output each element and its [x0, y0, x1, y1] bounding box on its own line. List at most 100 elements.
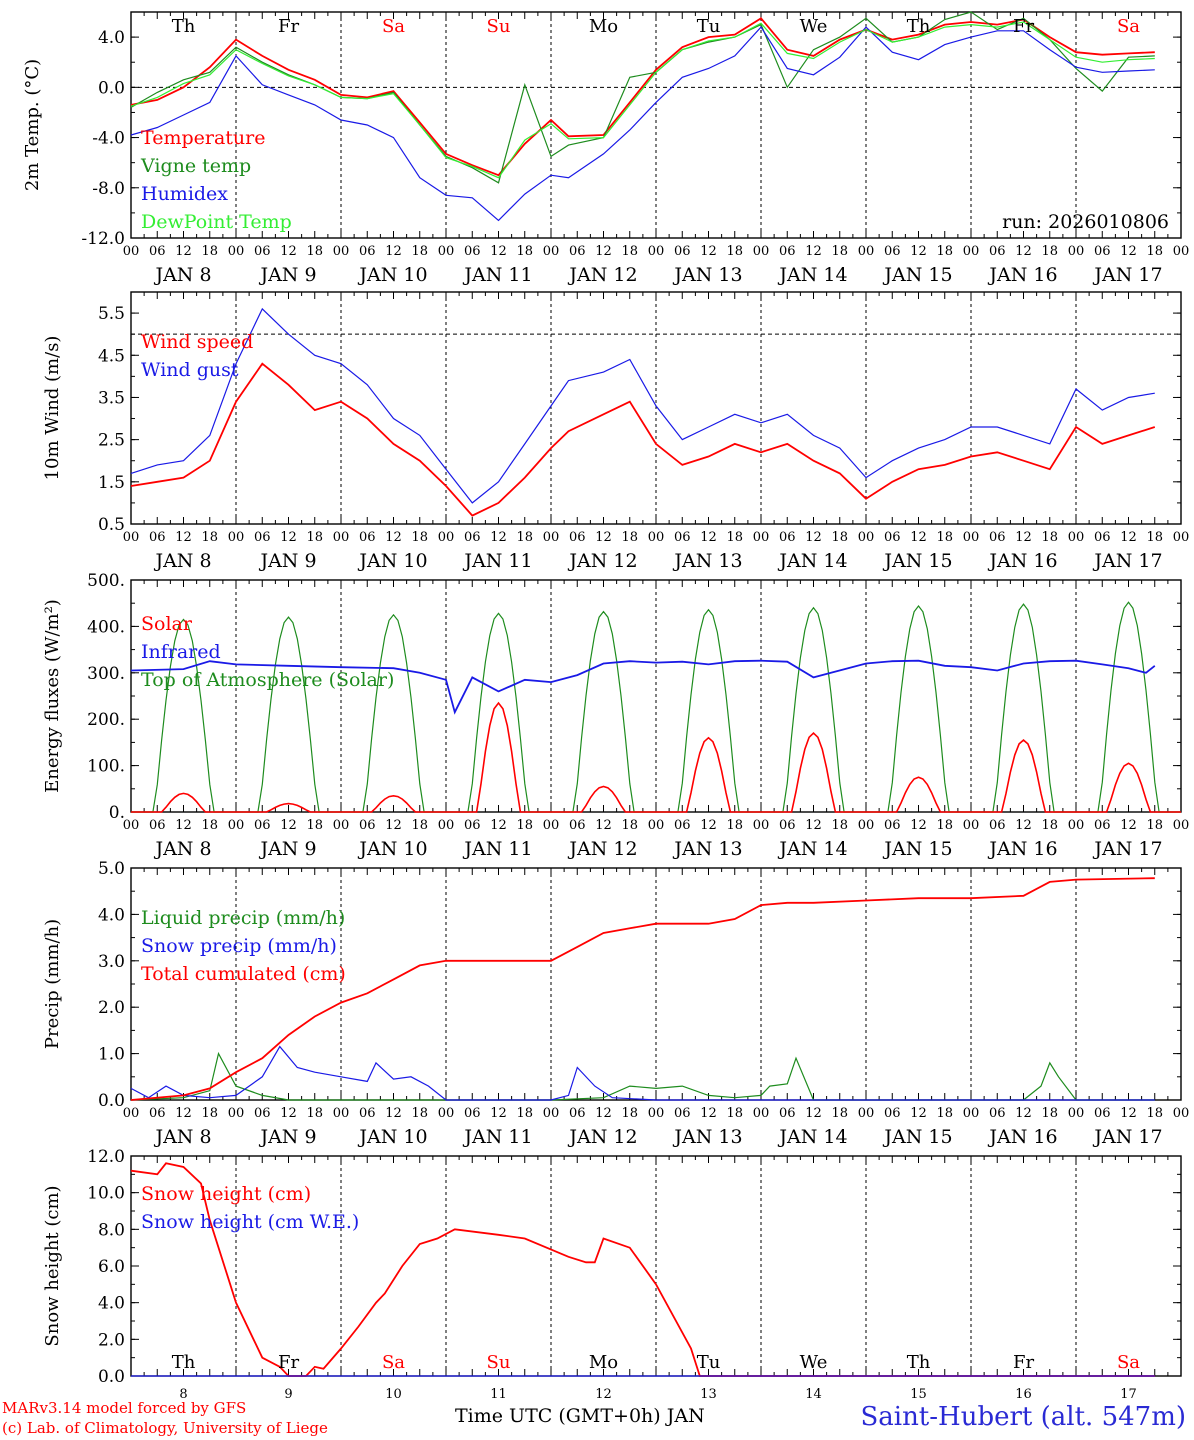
day-label: JAN 12: [567, 838, 637, 860]
hour-tick-label: 12: [490, 244, 507, 259]
hour-tick-label: 18: [1041, 1106, 1058, 1121]
y-tick-label: 0.5: [98, 515, 125, 535]
hour-tick-label: 18: [201, 244, 218, 259]
hour-tick-label: 12: [280, 818, 297, 833]
hour-tick-label: 00: [1173, 818, 1190, 833]
hour-tick-label: 06: [779, 530, 796, 545]
day-label: JAN 15: [882, 838, 952, 860]
hour-tick-label: 12: [1015, 1106, 1032, 1121]
panel-3: [130, 579, 1182, 813]
legend-entry: Snow height (cm): [141, 1183, 311, 1205]
hour-tick-label: 12: [1015, 530, 1032, 545]
hour-tick-label: 06: [1094, 530, 1111, 545]
hour-tick-label: 00: [963, 530, 980, 545]
legend-entry: Solar: [141, 613, 193, 635]
hour-tick-label: 06: [464, 530, 481, 545]
day-label: JAN 12: [567, 1126, 637, 1148]
weekday-label: Su: [487, 16, 511, 37]
hour-tick-label: 18: [936, 244, 953, 259]
y-tick-label: 2.0: [98, 998, 125, 1018]
hour-tick-label: 00: [648, 244, 665, 259]
hour-tick-label: 00: [438, 1106, 455, 1121]
hour-tick-label: 06: [359, 530, 376, 545]
hour-tick-label: 06: [149, 1106, 166, 1121]
hour-tick-label: 06: [149, 530, 166, 545]
day-label: JAN 9: [258, 264, 316, 286]
y-tick-label: 4.0: [98, 1294, 125, 1314]
y-tick-label: 12.0: [87, 1147, 125, 1167]
weekday-label: Mo: [589, 1352, 618, 1373]
time-axis-label: Time UTC (GMT+0h) JAN: [455, 1405, 705, 1427]
day-label: JAN 9: [258, 1126, 316, 1148]
hour-tick-label: 18: [411, 818, 428, 833]
hour-tick-label: 00: [333, 530, 350, 545]
hour-tick-label: 06: [569, 244, 586, 259]
hour-tick-label: 00: [438, 818, 455, 833]
day-label: JAN 11: [462, 264, 532, 286]
day-label: JAN 9: [258, 550, 316, 572]
series-line-wind-gust: [130, 307, 1155, 504]
hour-tick-label: 12: [805, 1106, 822, 1121]
y-axis-label: Snow height (cm): [42, 1185, 63, 1346]
hour-tick-label: 12: [490, 1106, 507, 1121]
day-label: JAN 17: [1092, 1126, 1162, 1148]
hour-tick-label: 06: [884, 1106, 901, 1121]
hour-tick-label: 06: [779, 244, 796, 259]
hour-tick-label: 06: [464, 1106, 481, 1121]
weekday-label: We: [800, 1352, 828, 1373]
series-line-solar: [131, 701, 1181, 813]
y-axis-label: Energy fluxes (W/m²): [42, 599, 63, 793]
hour-tick-label: 18: [831, 1106, 848, 1121]
meteogram: -12.0 -8.0 -4.0 0.0 4.0 2m Temp. (°C) 00 06 12 18…: [22, 11, 1190, 1400]
hour-tick-label: 00: [1173, 1106, 1190, 1121]
hour-tick-label: 18: [516, 818, 533, 833]
y-tick-label: 4.5: [98, 346, 125, 366]
y-tick-label: 4.0: [98, 905, 125, 925]
day-label: JAN 8: [153, 264, 211, 286]
hour-tick-label: 18: [621, 530, 638, 545]
day-label: JAN 10: [357, 838, 427, 860]
series-line-snow-height-cm-: [130, 1162, 1155, 1377]
day-label: JAN 14: [777, 550, 847, 572]
day-label: JAN 8: [153, 1126, 211, 1148]
weekday-label: Sa: [382, 16, 405, 37]
y-tick-label: -4.0: [92, 129, 125, 149]
weekday-label: Sa: [382, 1352, 405, 1373]
hour-tick-label: 06: [464, 818, 481, 833]
hour-tick-label: 00: [753, 530, 770, 545]
day-number-label: 16: [1015, 1387, 1032, 1400]
hour-tick-label: 00: [123, 530, 140, 545]
hour-tick-label: 18: [726, 530, 743, 545]
hour-tick-label: 00: [228, 818, 245, 833]
legend-entry: Top of Atmosphere (Solar): [141, 669, 394, 691]
hour-tick-label: 12: [1120, 1106, 1137, 1121]
hour-tick-label: 18: [621, 1106, 638, 1121]
y-tick-label: 8.0: [98, 1220, 125, 1240]
day-label: JAN 9: [258, 838, 316, 860]
y-tick-label: 4.0: [98, 28, 125, 48]
hour-tick-label: 18: [516, 244, 533, 259]
hour-tick-label: 18: [726, 244, 743, 259]
hour-tick-label: 18: [1041, 818, 1058, 833]
y-tick-label: 0.0: [98, 1367, 125, 1387]
hour-tick-label: 12: [280, 1106, 297, 1121]
legend-entry: DewPoint Temp: [141, 211, 292, 233]
hour-tick-label: 18: [516, 530, 533, 545]
day-number-label: 10: [385, 1387, 402, 1400]
y-tick-label: 300.: [87, 664, 125, 684]
y-tick-label: 500.: [87, 571, 125, 591]
hour-tick-label: 00: [753, 818, 770, 833]
hour-tick-label: 06: [989, 530, 1006, 545]
hour-tick-label: 12: [700, 530, 717, 545]
hour-tick-label: 00: [333, 244, 350, 259]
day-label: JAN 11: [462, 1126, 532, 1148]
day-label: JAN 10: [357, 1126, 427, 1148]
hour-tick-label: 06: [884, 818, 901, 833]
hour-tick-label: 06: [359, 1106, 376, 1121]
hour-tick-label: 00: [753, 1106, 770, 1121]
hour-tick-label: 00: [123, 818, 140, 833]
day-label: JAN 14: [777, 1126, 847, 1148]
weekday-label: Th: [907, 1352, 931, 1373]
hour-tick-label: 12: [175, 244, 192, 259]
hour-tick-label: 18: [621, 244, 638, 259]
